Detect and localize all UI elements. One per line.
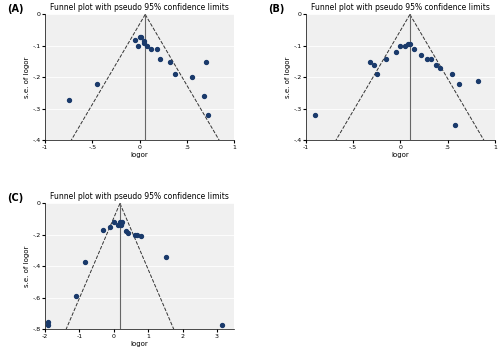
Point: [370, 62, 378, 68]
Text: (A): (A): [7, 4, 24, 14]
Point: [166, 59, 174, 65]
Point: [426, 56, 434, 62]
Point: [401, 43, 409, 49]
Point: [455, 81, 463, 87]
Point: [140, 38, 148, 44]
Point: [202, 59, 209, 65]
X-axis label: logor: logor: [130, 152, 148, 159]
Point: [116, 219, 124, 224]
X-axis label: logor: logor: [130, 341, 148, 348]
X-axis label: logor: logor: [392, 152, 409, 159]
Point: [116, 223, 124, 228]
Text: (C): (C): [7, 193, 24, 203]
Y-axis label: s.e. of logor: s.e. of logor: [284, 57, 290, 98]
Point: [392, 49, 400, 55]
Title: Funnel plot with pseudo 95% confidence limits: Funnel plot with pseudo 95% confidence l…: [50, 192, 229, 201]
Point: [382, 56, 390, 62]
Text: (B): (B): [268, 4, 284, 14]
Title: Funnel plot with pseudo 95% confidence limits: Funnel plot with pseudo 95% confidence l…: [50, 3, 229, 12]
Point: [418, 52, 426, 58]
Point: [204, 112, 212, 118]
Point: [122, 228, 130, 234]
Y-axis label: s.e. of logor: s.e. of logor: [24, 57, 30, 98]
Point: [373, 71, 381, 77]
Point: [147, 46, 155, 52]
Point: [188, 75, 196, 80]
Point: [423, 56, 431, 62]
Point: [118, 219, 126, 224]
Point: [448, 71, 456, 77]
Point: [118, 221, 126, 227]
Point: [133, 232, 141, 238]
Point: [406, 42, 414, 47]
Point: [152, 46, 160, 52]
Y-axis label: s.e. of logor: s.e. of logor: [24, 246, 30, 287]
Point: [218, 322, 226, 328]
Point: [134, 43, 141, 49]
Point: [138, 34, 145, 39]
Point: [80, 259, 88, 265]
Point: [156, 56, 164, 62]
Point: [162, 254, 170, 260]
Point: [131, 232, 139, 238]
Point: [136, 233, 144, 239]
Point: [172, 71, 179, 77]
Point: [114, 222, 122, 228]
Point: [432, 62, 440, 68]
Point: [93, 81, 101, 87]
Point: [140, 40, 148, 46]
Point: [452, 122, 460, 128]
Point: [44, 322, 52, 328]
Point: [312, 112, 320, 118]
Point: [136, 34, 143, 39]
Point: [396, 43, 404, 49]
Point: [474, 78, 482, 84]
Point: [200, 93, 208, 99]
Point: [110, 219, 118, 225]
Title: Funnel plot with pseudo 95% confidence limits: Funnel plot with pseudo 95% confidence l…: [311, 3, 490, 12]
Point: [124, 230, 132, 235]
Point: [44, 319, 52, 324]
Point: [72, 294, 80, 299]
Point: [410, 46, 418, 52]
Point: [99, 227, 107, 233]
Point: [404, 42, 412, 47]
Point: [106, 224, 114, 230]
Point: [131, 37, 139, 43]
Point: [436, 65, 444, 71]
Point: [143, 43, 151, 49]
Point: [366, 59, 374, 65]
Point: [64, 97, 72, 102]
